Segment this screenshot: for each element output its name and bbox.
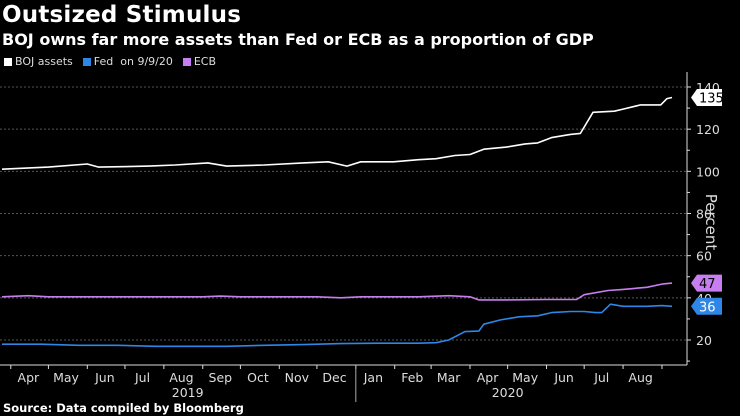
legend-swatch-fed: [82, 57, 91, 66]
y-tick-label: 120: [696, 122, 720, 137]
x-tick-label: Nov: [285, 370, 310, 385]
x-tick-label: Jul: [593, 370, 609, 385]
x-tick-label: Sep: [209, 370, 233, 385]
value-label-tag: [691, 297, 722, 315]
y-tick-label: 20: [696, 333, 712, 348]
x-tick-label: Aug: [628, 370, 652, 385]
x-tick-label: Apr: [477, 370, 499, 385]
source-note: Source: Data compiled by Bloomberg: [3, 401, 244, 415]
y-tick-label: 100: [696, 164, 720, 179]
legend-label-ecb: ECB: [193, 55, 217, 68]
x-tick-label: Feb: [401, 370, 423, 385]
year-label: 2019: [172, 385, 204, 400]
legend-item-ecb: ECB: [182, 55, 217, 68]
x-tick-label: Jun: [94, 370, 115, 385]
y-tick-label: 80: [696, 207, 712, 222]
x-tick-label: Mar: [437, 370, 461, 385]
chart-subtitle: BOJ owns far more assets than Fed or ECB…: [2, 30, 594, 49]
value-label-text: 47: [699, 277, 716, 292]
legend-item-fed: Fed on 9/9/20: [82, 55, 173, 68]
legend-label-boj: BOJ assets: [15, 55, 73, 68]
value-labels: 135 36 47: [691, 89, 724, 315]
series-line-fed: [2, 303, 673, 348]
value-label-text: 36: [699, 300, 716, 315]
x-tick-label: Jul: [134, 370, 150, 385]
axes: 20406080100120140PercentAprMayJunJulAugS…: [0, 72, 720, 402]
value-label-tag: [691, 274, 722, 292]
value-label-tag: [691, 89, 722, 107]
legend-item-boj: BOJ assets: [4, 55, 73, 68]
x-tick-label: Oct: [247, 370, 269, 385]
chart-title: Outsized Stimulus: [2, 2, 242, 28]
series-lines: [1, 96, 673, 348]
gridlines: [0, 86, 687, 341]
x-tick-label: Aug: [169, 370, 193, 385]
year-label: 2020: [492, 385, 524, 400]
x-tick-label: Jun: [553, 370, 574, 385]
series-line-boj: [1, 96, 673, 170]
y-axis-title: Percent: [702, 194, 720, 251]
x-tick-label: May: [53, 370, 79, 385]
x-tick-label: Dec: [322, 370, 346, 385]
legend-swatch-boj: [4, 57, 12, 66]
legend-label-fed: Fed on 9/9/20: [93, 55, 173, 68]
value-label-text: 135: [699, 92, 724, 107]
x-tick-label: May: [512, 370, 538, 385]
x-tick-label: Jan: [363, 370, 383, 385]
x-tick-label: Apr: [18, 370, 40, 385]
y-tick-label: 60: [696, 249, 712, 264]
series-line-ecb: [1, 282, 673, 301]
legend: BOJ assets Fed on 9/9/20 ECB: [4, 55, 226, 68]
legend-swatch-ecb: [182, 57, 191, 66]
